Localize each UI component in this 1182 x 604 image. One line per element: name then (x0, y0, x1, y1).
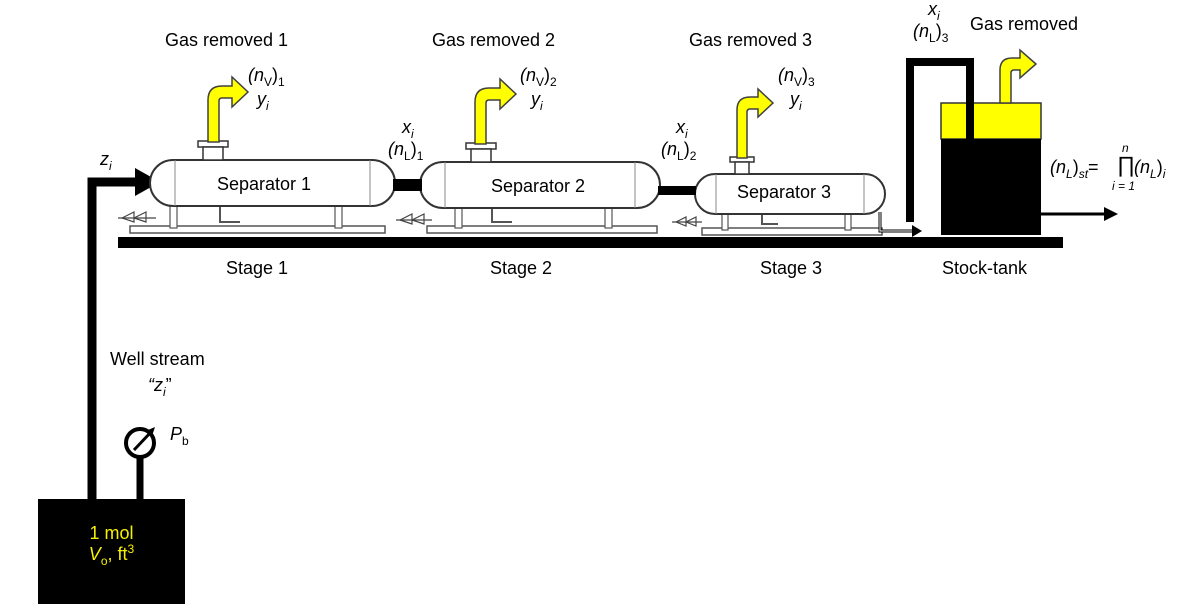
well-tank (38, 499, 185, 604)
valve-icon (396, 213, 432, 225)
nl-2-symbol: (nL)2 (661, 139, 697, 163)
gauge-pressure-symbol: Pb (170, 424, 189, 448)
nv-2-symbol: (nV)2 (520, 65, 557, 89)
nv-3-symbol: (nV)3 (778, 65, 815, 89)
stage-1-label: Stage 1 (226, 258, 289, 278)
feed-pipe (87, 177, 140, 500)
well-stream-label: Well stream (110, 349, 205, 369)
gas-arrow-2 (474, 77, 518, 145)
well-stream-z-symbol: “zi” (148, 375, 172, 399)
pressure-gauge-icon (124, 427, 156, 459)
gas-arrow-3 (736, 87, 775, 159)
x-2-symbol: xi (676, 117, 688, 141)
gas-removed-1-label: Gas removed 1 (165, 30, 289, 50)
nl-3-symbol: (nL)3 (913, 21, 949, 45)
valve-icon (118, 211, 156, 223)
y-1-symbol: yi (257, 89, 269, 113)
gas-removed-2-label: Gas removed 2 (432, 30, 556, 50)
nv-1-symbol: (nV)1 (248, 65, 285, 89)
y-2-symbol: yi (531, 89, 543, 113)
liquid-pipe-2-3 (658, 186, 696, 195)
well-tank-moles: 1 mol (89, 523, 134, 543)
base-platform (118, 237, 1063, 248)
stock-tank-label: Stock-tank (942, 258, 1028, 278)
feed-z-symbol: zi (100, 149, 112, 173)
well-tank-volume: Vo, ft3 (88, 541, 135, 568)
gas-arrow-1 (207, 75, 250, 143)
stock-tank-equation: (nL)st= n ∏ i = 1 (nL)i (1050, 141, 1166, 193)
gas-arrow-stock-tank (999, 48, 1038, 104)
x-3-symbol: xi (928, 0, 940, 23)
gas-removed-stock-label: Gas removed (970, 14, 1079, 34)
liquid-line-stock-tank (906, 58, 974, 222)
gas-removed-3-label: Gas removed 3 (689, 30, 813, 50)
y-3-symbol: yi (790, 89, 802, 113)
liquid-pipe-1-2 (393, 179, 422, 191)
feed-arrowhead (135, 168, 160, 196)
valve-icon (672, 216, 702, 227)
separator-1 (118, 140, 396, 234)
stage-2-label: Stage 2 (490, 258, 553, 278)
separator-3-label: Separator 3 (737, 182, 832, 202)
nl-1-symbol: (nL)1 (388, 139, 424, 163)
separator-1-label: Separator 1 (217, 174, 312, 194)
stage-3-label: Stage 3 (760, 258, 823, 278)
separator-2 (396, 142, 661, 234)
x-1-symbol: xi (402, 117, 414, 141)
separator-2-label: Separator 2 (491, 176, 586, 196)
stock-tank (940, 48, 1042, 235)
well-tank-text: 1 mol Vo, ft3 (38, 523, 185, 568)
